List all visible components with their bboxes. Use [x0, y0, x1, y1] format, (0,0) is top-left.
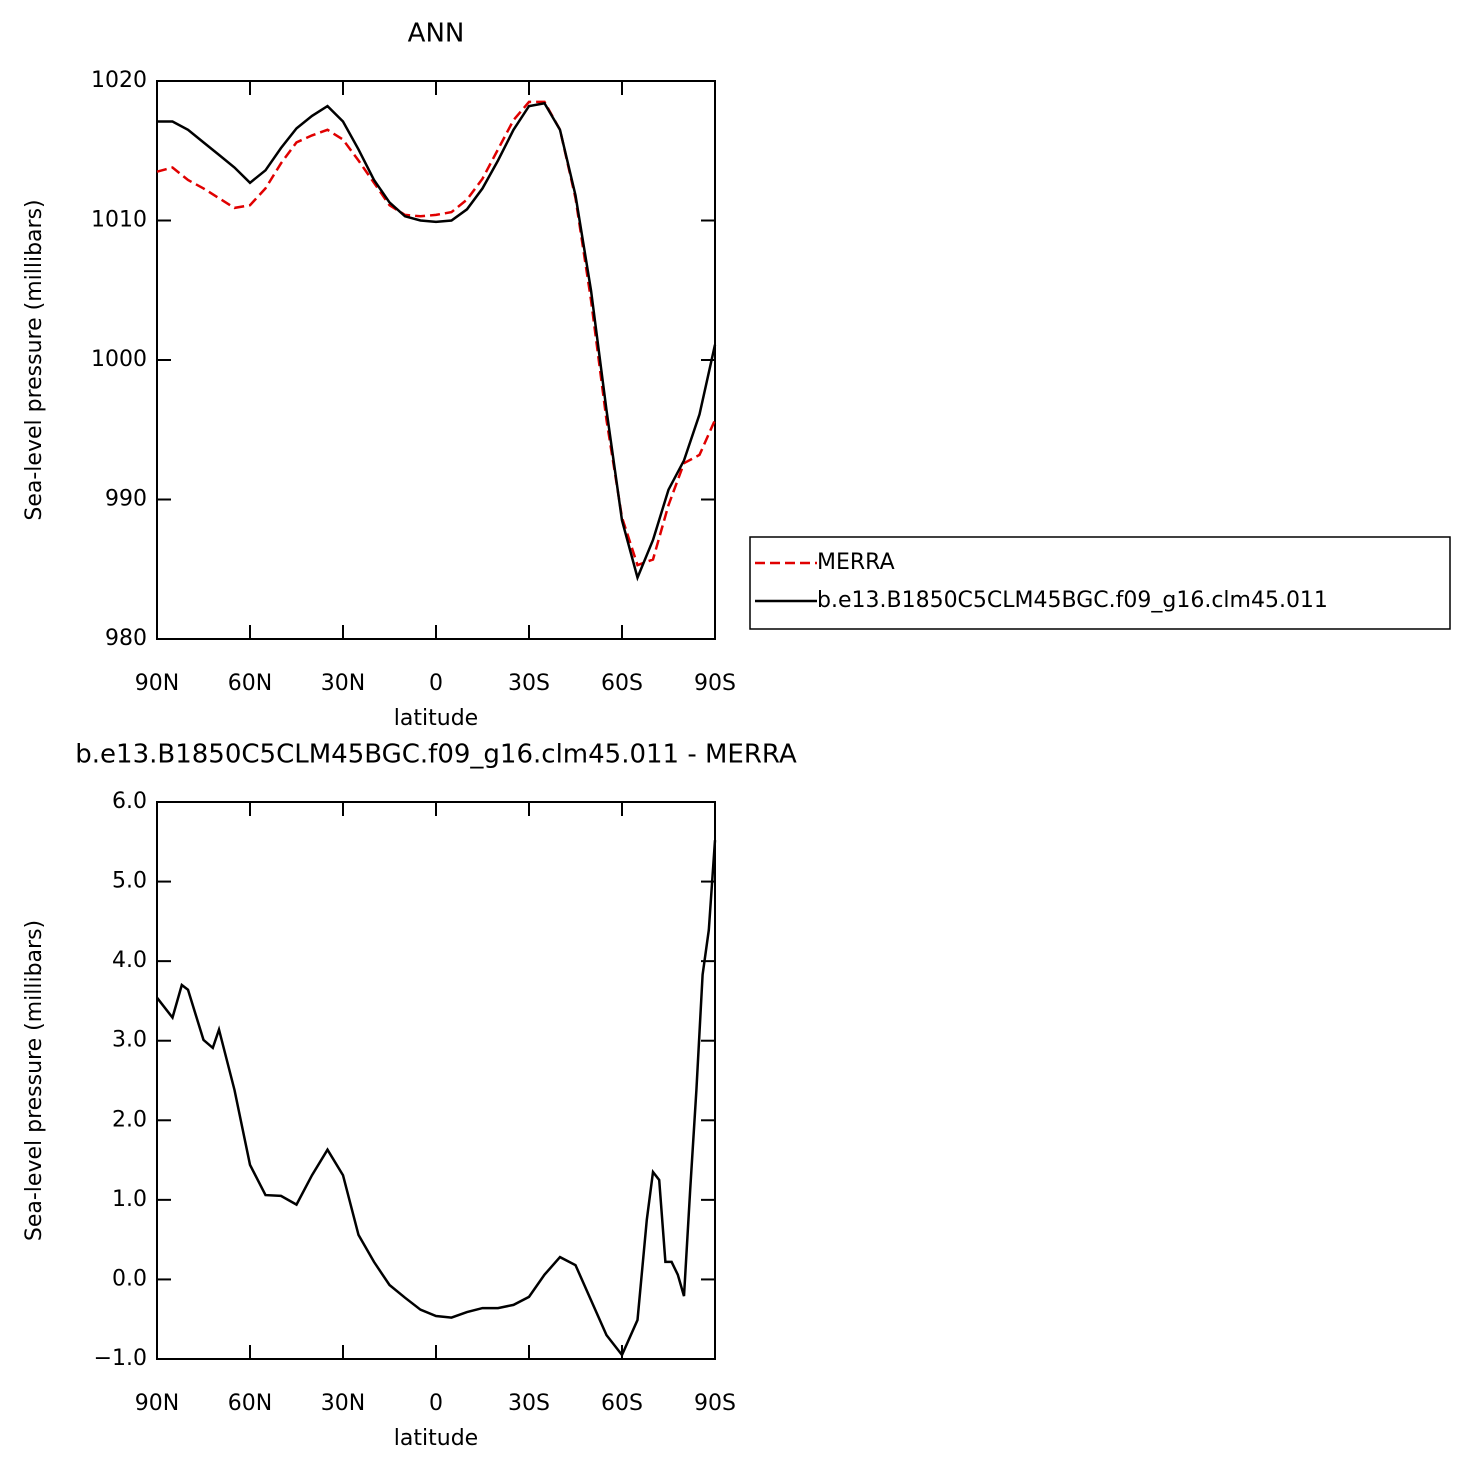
x-tick-label: 60N	[228, 1391, 272, 1416]
data-line	[156, 840, 717, 1358]
y-axis-label: Sea-level pressure (millibars)	[22, 920, 47, 1241]
y-tick-label: 990	[105, 487, 147, 512]
y-tick-label: 1020	[91, 68, 147, 93]
x-tick-label: 30N	[321, 671, 365, 696]
y-tick-label: 980	[105, 626, 147, 651]
x-tick-label: 30S	[508, 671, 550, 696]
chart-title: b.e13.B1850C5CLM45BGC.f09_g16.clm45.011 …	[75, 740, 797, 770]
x-tick-label: 90N	[135, 671, 179, 696]
x-axis-label: latitude	[394, 1426, 478, 1451]
y-axis-label: Sea-level pressure (millibars)	[22, 199, 47, 520]
chart-title: ANN	[408, 19, 465, 49]
x-tick-label: 90S	[694, 671, 736, 696]
y-tick-label: 3.0	[112, 1028, 147, 1053]
x-tick-label: 90S	[694, 1391, 736, 1416]
y-tick-label: −1.0	[94, 1346, 147, 1371]
x-tick-label: 0	[429, 1391, 443, 1416]
y-tick-label: 5.0	[112, 869, 147, 894]
x-tick-label: 90N	[135, 1391, 179, 1416]
data-line	[156, 100, 717, 567]
y-tick-label: 4.0	[112, 948, 147, 973]
data-line	[157, 101, 717, 582]
x-tick-label: 30N	[321, 1391, 365, 1416]
legend-box	[749, 536, 1451, 630]
legend-label: b.e13.B1850C5CLM45BGC.f09_g16.clm45.011	[817, 588, 1328, 613]
y-tick-label: 1000	[91, 347, 147, 372]
x-tick-label: 60N	[228, 671, 272, 696]
x-tick-label: 60S	[601, 1391, 643, 1416]
x-tick-label: 30S	[508, 1391, 550, 1416]
y-tick-label: 1010	[91, 208, 147, 233]
x-tick-label: 0	[429, 671, 443, 696]
y-tick-label: 1.0	[112, 1187, 147, 1212]
legend-label: MERRA	[817, 550, 895, 575]
x-tick-label: 60S	[601, 671, 643, 696]
plot-frame	[156, 801, 716, 1360]
y-tick-label: 2.0	[112, 1107, 147, 1132]
y-tick-label: 0.0	[112, 1266, 147, 1291]
x-axis-label: latitude	[394, 706, 478, 731]
y-tick-label: 6.0	[112, 789, 147, 814]
